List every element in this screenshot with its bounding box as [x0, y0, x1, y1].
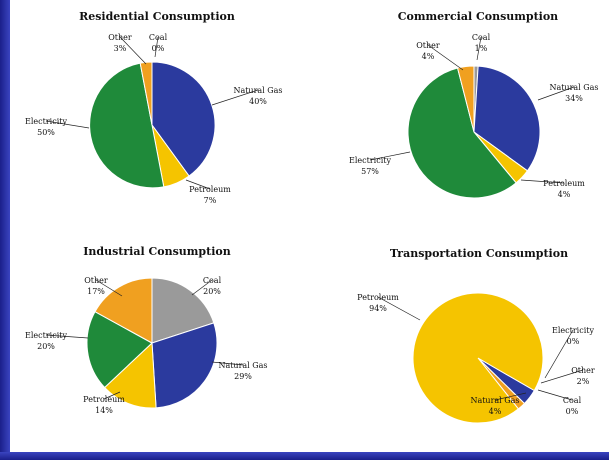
leader-line-petroleum: [103, 391, 121, 400]
slice-value-natural-gas: 34%: [565, 94, 583, 103]
slice-label-natural-gas: Natural Gas: [549, 83, 598, 92]
slice-label-petroleum: Petroleum: [83, 395, 125, 404]
slice-label-other: Other: [108, 33, 132, 42]
leader-line-other: [540, 369, 584, 384]
slice-label-other: Other: [84, 276, 108, 285]
pie-chart-residential-consumption: Residential Consumption Coal 0% Natural Gas…: [25, 10, 283, 205]
slice-label-natural-gas: Natural Gas: [470, 396, 519, 405]
pie-slice-other: [456, 65, 475, 133]
pie-slice-petroleum: [412, 292, 544, 424]
chart-title: Transportation Consumption: [390, 247, 568, 260]
chart-title: Industrial Consumption: [83, 245, 230, 258]
pie-chart-industrial-consumption: Industrial Consumption Coal 20% Natural Gas…: [25, 245, 268, 415]
slice-value-coal: 1%: [475, 44, 488, 53]
slice-value-coal: 0%: [566, 407, 579, 416]
slice-value-petroleum: 7%: [204, 196, 217, 205]
slice-label-natural-gas: Natural Gas: [233, 86, 282, 95]
pie-chart-transportation-consumption: Transportation Consumption Natural Gas 4% C…: [357, 247, 595, 424]
slice-value-electricity: 50%: [37, 128, 55, 137]
pie-slice-natural-gas: [151, 61, 216, 177]
leader-line-coal: [191, 279, 213, 296]
leader-line-coal: [537, 389, 573, 401]
leader-line-petroleum: [377, 296, 421, 321]
leader-line-other: [119, 36, 147, 65]
slide-frame-bottom: [0, 452, 609, 460]
slice-label-other: Other: [571, 366, 595, 375]
chart-title: Commercial Consumption: [398, 10, 558, 23]
slice-value-petroleum: 4%: [558, 190, 571, 199]
pie-slice-electricity: [407, 67, 517, 199]
slice-value-natural-gas: 40%: [249, 97, 267, 106]
slice-value-electricity: 57%: [361, 167, 379, 176]
slice-label-electricity: Electricity: [552, 326, 594, 335]
slice-label-petroleum: Petroleum: [357, 293, 399, 302]
slice-value-electricity: 20%: [37, 342, 55, 351]
slice-label-electricity: Electricity: [349, 156, 391, 165]
slice-value-other: 17%: [87, 287, 105, 296]
slice-value-coal: 20%: [203, 287, 221, 296]
slice-label-coal: Coal: [472, 33, 491, 42]
leader-line-coal: [154, 36, 159, 58]
slice-label-coal: Coal: [203, 276, 222, 285]
pie-slice-other: [94, 277, 153, 344]
leader-line-natural-gas: [211, 361, 244, 366]
slice-label-electricity: Electricity: [25, 331, 67, 340]
pie-slice-petroleum: [103, 341, 157, 409]
slice-value-petroleum: 94%: [369, 304, 387, 313]
leader-line-natural-gas: [494, 392, 527, 401]
slice-label-coal: Coal: [149, 33, 168, 42]
leader-line-natural-gas: [537, 86, 575, 101]
pie-slice-other: [139, 61, 153, 126]
slice-value-petroleum: 14%: [95, 406, 113, 415]
slice-value-electricity: 0%: [567, 337, 580, 346]
slice-value-coal: 0%: [152, 44, 165, 53]
slice-label-natural-gas: Natural Gas: [218, 361, 267, 370]
pie-slice-natural-gas: [151, 322, 218, 409]
pie-slice-electricity: [86, 311, 153, 389]
slice-value-natural-gas: 29%: [234, 372, 252, 381]
pie-slice-coal: [151, 277, 215, 344]
leader-line-electricity: [369, 151, 411, 161]
pie-chart-commercial-consumption: Commercial Consumption Coal 1% Natural Gas 3…: [349, 10, 599, 199]
leader-line-electricity: [544, 329, 574, 379]
leader-line-other: [95, 279, 123, 297]
slide-frame-left: [0, 0, 10, 460]
slice-label-coal: Coal: [563, 396, 582, 405]
leader-line-electricity: [45, 120, 90, 129]
leader-line-coal: [476, 36, 482, 61]
leader-line-petroleum: [185, 179, 211, 190]
pie-slice-electricity: [89, 62, 165, 189]
leader-line-other: [427, 44, 464, 71]
slice-value-other: 3%: [114, 44, 127, 53]
leader-line-petroleum: [520, 179, 565, 184]
slice-label-petroleum: Petroleum: [543, 179, 585, 188]
leader-line-electricity: [45, 334, 89, 339]
slice-value-natural-gas: 4%: [489, 407, 502, 416]
chart-title: Residential Consumption: [79, 10, 235, 23]
slice-label-petroleum: Petroleum: [189, 185, 231, 194]
slice-value-other: 4%: [422, 52, 435, 61]
slice-label-other: Other: [416, 41, 440, 50]
slice-label-electricity: Electricity: [25, 117, 67, 126]
pie-slice-natural-gas: [473, 65, 541, 172]
slice-value-other: 2%: [577, 377, 590, 386]
leader-line-natural-gas: [211, 89, 259, 106]
